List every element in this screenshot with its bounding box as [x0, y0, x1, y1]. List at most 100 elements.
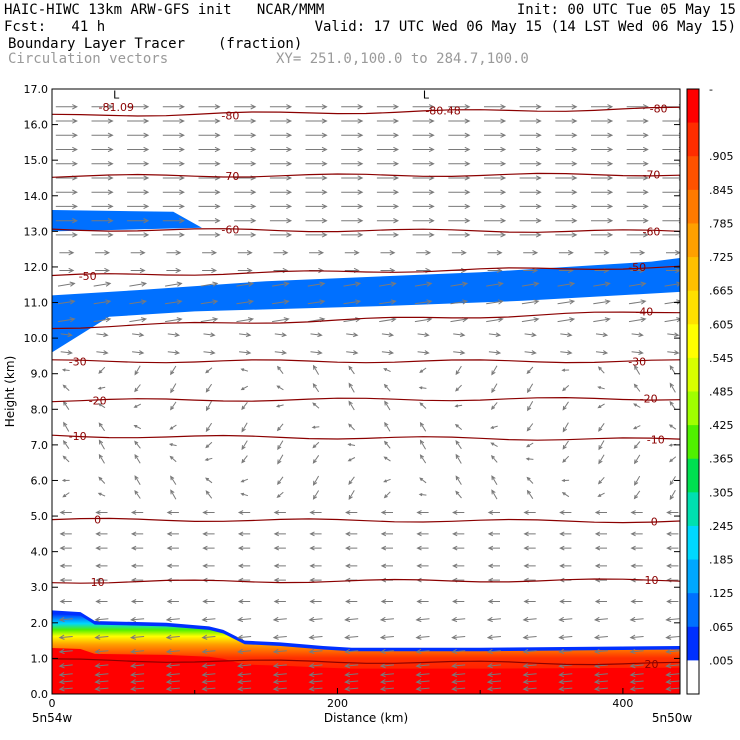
circulation-vector — [236, 299, 255, 305]
circulation-vector — [129, 317, 148, 323]
circulation-vector — [486, 648, 501, 655]
circulation-vector — [348, 490, 355, 500]
circulation-vector — [240, 368, 249, 372]
circulation-vector — [487, 510, 500, 515]
circulation-vector — [341, 218, 364, 224]
circulation-vector — [527, 401, 534, 412]
circulation-vector — [598, 423, 605, 432]
circulation-vector — [557, 281, 576, 287]
circulation-vector — [276, 385, 284, 391]
circulation-vector — [237, 563, 251, 569]
circulation-vector — [134, 440, 141, 449]
circulation-vector — [630, 250, 646, 256]
circulation-vector — [341, 104, 364, 110]
y-tick-label: 0.0 — [31, 688, 49, 701]
circulation-vector — [273, 531, 286, 537]
circulation-vector — [519, 175, 542, 181]
circulation-vector — [448, 203, 471, 210]
circulation-vector — [486, 663, 501, 669]
circulation-vector — [169, 424, 177, 430]
circulation-vector — [664, 281, 680, 287]
circulation-vector — [237, 531, 251, 537]
circulation-vector — [269, 189, 293, 195]
circulation-vector — [309, 545, 322, 551]
circulation-vector — [345, 563, 358, 569]
circulation-vector — [559, 510, 572, 515]
circulation-vector — [97, 403, 106, 409]
circulation-vector — [522, 686, 537, 692]
circulation-vector — [201, 616, 216, 623]
circulation-vector — [312, 441, 320, 449]
circulation-vector — [62, 440, 70, 449]
circulation-vector — [557, 317, 576, 323]
circulation-vector — [593, 634, 608, 640]
circulation-vector — [519, 232, 542, 238]
circulation-vector — [626, 232, 649, 238]
circulation-vector — [169, 455, 177, 463]
circulation-vector — [594, 545, 607, 551]
circulation-vector — [523, 531, 536, 537]
circulation-vector — [521, 299, 540, 305]
circulation-vector — [276, 423, 284, 432]
circulation-vector — [519, 189, 542, 195]
circulation-vector — [55, 232, 78, 238]
circulation-vector — [95, 510, 108, 515]
circulation-vector — [555, 104, 578, 110]
circulation-vector — [94, 686, 109, 692]
circulation-vector — [526, 442, 534, 448]
circulation-vector — [343, 299, 362, 305]
circulation-vector — [562, 401, 569, 411]
circulation-vector — [59, 599, 72, 604]
circulation-vector — [162, 146, 185, 153]
circulation-vector — [522, 648, 537, 655]
circulation-vector — [272, 299, 290, 305]
circulation-vector — [237, 510, 251, 515]
circulation-vector — [59, 577, 72, 583]
circulation-vector — [415, 671, 430, 678]
circulation-vector — [418, 493, 427, 497]
circulation-vector — [309, 563, 322, 569]
circulation-vector — [310, 350, 323, 355]
circulation-vector — [384, 421, 391, 432]
y-tick-label: 5.0 — [31, 510, 49, 523]
circulation-vector — [630, 599, 643, 604]
circulation-vector — [490, 425, 498, 429]
circulation-vector — [487, 545, 500, 551]
circulation-vector — [594, 563, 607, 569]
circulation-vector — [165, 317, 183, 323]
circulation-vector — [412, 218, 435, 224]
circulation-vector — [412, 104, 435, 110]
colorbar-label: .365 — [709, 453, 734, 466]
circulation-vector — [451, 634, 466, 640]
contour-label: -50 — [79, 270, 97, 283]
y-tick-label: 2.0 — [31, 617, 49, 630]
circulation-vector — [273, 545, 286, 551]
circulation-vector — [451, 679, 466, 685]
circulation-vector — [237, 648, 252, 655]
circulation-vector — [240, 385, 249, 391]
circulation-vector — [305, 132, 328, 138]
circulation-vector — [591, 132, 614, 138]
circulation-vector — [448, 104, 471, 110]
circulation-vector — [628, 281, 647, 287]
circulation-vector — [165, 648, 180, 655]
circulation-vector — [162, 232, 185, 238]
circulation-vector — [555, 175, 578, 181]
circulation-vector — [415, 686, 430, 692]
circulation-vector — [305, 146, 328, 153]
circulation-vector — [127, 203, 150, 210]
tracer-region-upper-layer — [52, 210, 202, 232]
circulation-vector — [559, 545, 572, 551]
circulation-vector — [312, 455, 320, 464]
circulation-vector — [376, 132, 400, 138]
circulation-vector — [201, 686, 216, 692]
circulation-vector — [487, 563, 500, 569]
circulation-vector — [524, 350, 537, 355]
circulation-vector — [93, 317, 112, 323]
circulation-vector — [523, 599, 536, 604]
circulation-vector — [95, 545, 108, 551]
colorbar-label: .305 — [709, 486, 734, 499]
contour-label: 10 — [644, 574, 658, 587]
circulation-vector — [383, 491, 391, 499]
circulation-vector — [127, 104, 150, 110]
